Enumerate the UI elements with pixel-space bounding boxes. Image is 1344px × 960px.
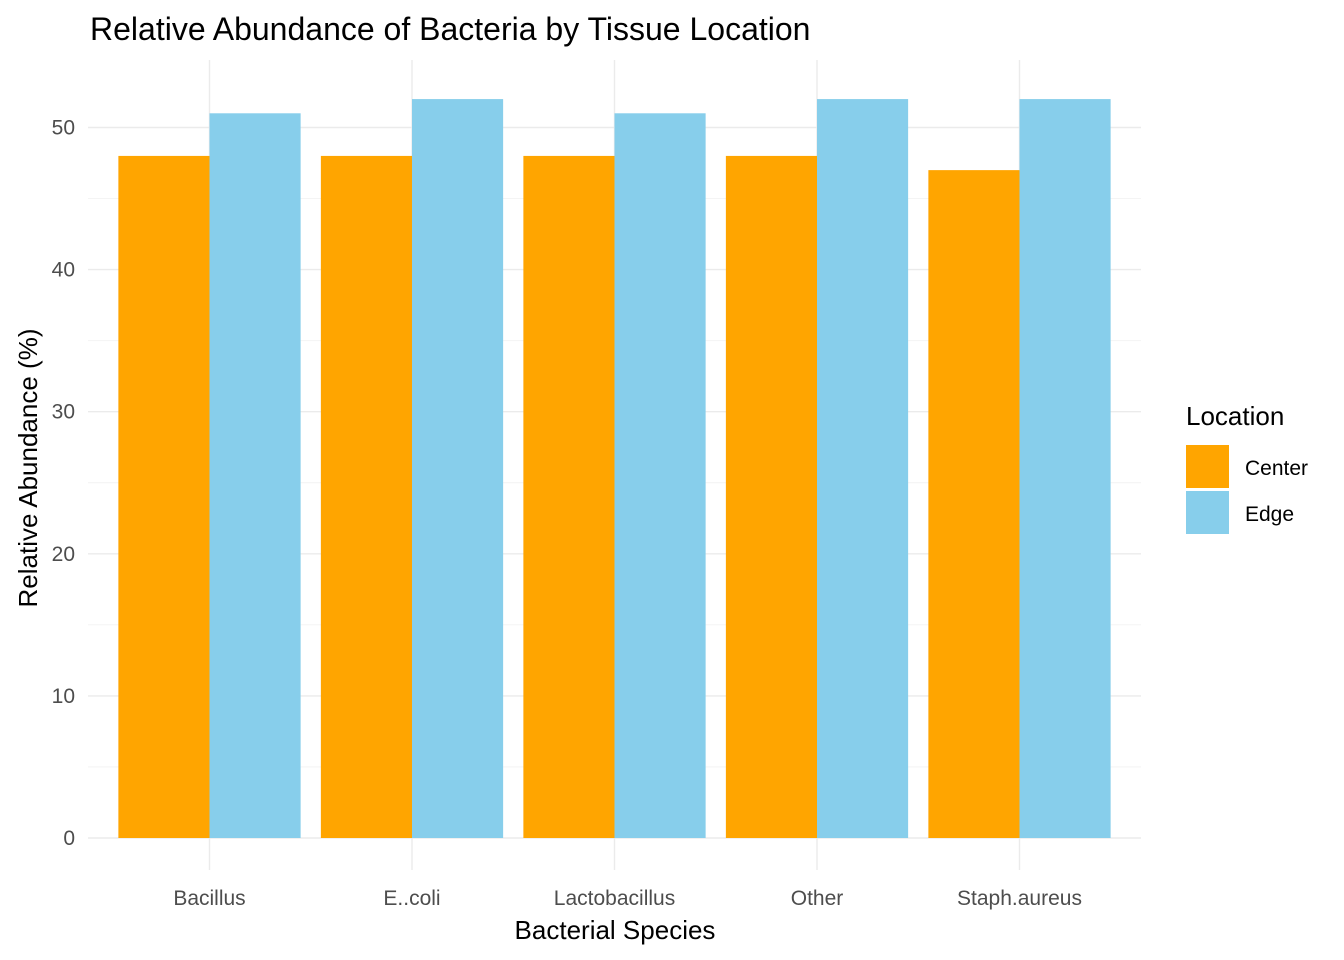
y-tick-label: 20 xyxy=(52,543,75,566)
chart-title: Relative Abundance of Bacteria by Tissue… xyxy=(90,11,810,47)
legend-label-edge: Edge xyxy=(1245,503,1294,526)
bar-center-5 xyxy=(928,170,1020,838)
y-tick-label: 50 xyxy=(52,117,75,140)
bar-center-1 xyxy=(118,155,210,839)
legend-label-center: Center xyxy=(1245,457,1308,480)
x-tick-label: Staph.aureus xyxy=(957,887,1082,910)
bar-edge-4 xyxy=(817,99,909,838)
legend-title: Location xyxy=(1186,401,1284,431)
legend-swatch-center xyxy=(1186,445,1229,488)
legend-swatch-edge xyxy=(1186,491,1229,534)
bar-center-3 xyxy=(523,155,615,839)
bar-center-4 xyxy=(725,155,817,839)
bar-center-2 xyxy=(320,155,412,839)
bar-edge-3 xyxy=(614,113,706,839)
y-tick-label: 0 xyxy=(63,827,75,850)
x-tick-label: Bacillus xyxy=(173,887,245,910)
x-tick-label: Lactobacillus xyxy=(554,887,675,910)
y-tick-label: 30 xyxy=(52,401,75,424)
bar-edge-1 xyxy=(209,113,301,839)
legend: Location Center Edge xyxy=(1186,401,1308,534)
bars xyxy=(118,99,1111,839)
y-axis-tick-labels: 0 10 20 30 40 50 xyxy=(52,117,75,851)
y-tick-label: 40 xyxy=(52,259,75,282)
x-tick-label: Other xyxy=(791,887,844,910)
x-axis-tick-labels: Bacillus E..coli Lactobacillus Other Staph.a… xyxy=(173,887,1082,910)
x-tick-label: E..coli xyxy=(383,887,440,910)
bar-edge-2 xyxy=(412,99,504,838)
x-axis-title: Bacterial Species xyxy=(515,915,716,945)
bar-edge-5 xyxy=(1019,99,1111,838)
y-axis-title: Relative Abundance (%) xyxy=(13,329,43,608)
y-tick-label: 10 xyxy=(52,685,75,708)
